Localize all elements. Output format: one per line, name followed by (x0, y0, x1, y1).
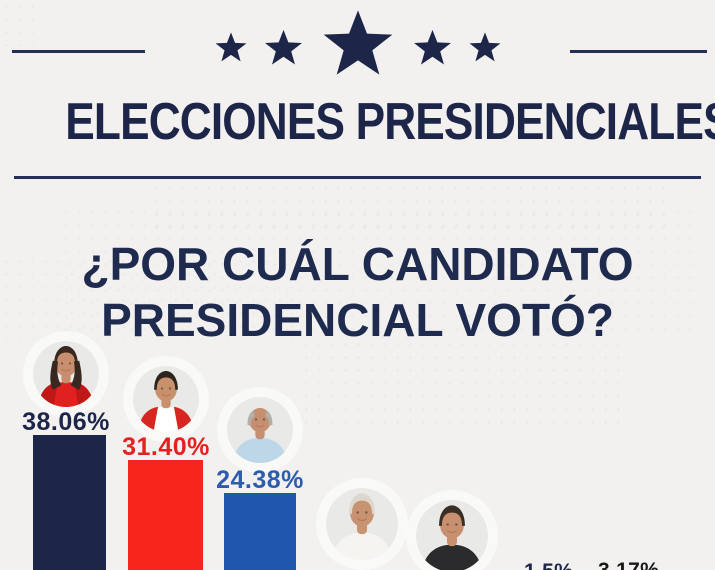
result-bar (224, 493, 296, 570)
star-icon-large (323, 10, 392, 75)
shirt (331, 532, 393, 560)
poll-question-line2: PRESIDENCIAL VOTÓ? (101, 294, 614, 347)
poll-question-line1: ¿POR CUÁL CANDIDATO (81, 238, 634, 290)
hair-cap (349, 493, 375, 514)
head (55, 351, 77, 377)
face-features (356, 511, 368, 522)
dot-texture-patch (300, 338, 630, 433)
candidate-avatar (33, 341, 99, 407)
percent-label: 24.38% (216, 466, 304, 494)
hair-ring (247, 410, 273, 427)
candidate-avatar (133, 366, 199, 432)
poll-question: ¿POR CUÁL CANDIDATO PRESIDENCIAL VOTÓ? (0, 236, 715, 348)
page-title: ELECCIONES PRESIDENCIALES HN (65, 93, 715, 151)
star-icon (469, 32, 500, 62)
face-features (254, 418, 266, 428)
head (440, 511, 464, 539)
header-rule-right (570, 50, 707, 53)
face-features (60, 362, 72, 372)
percent-label: 31.40% (122, 433, 210, 461)
shirt (421, 544, 483, 570)
dot-texture-patch (150, 182, 670, 234)
head (249, 407, 271, 433)
result-bar (33, 435, 106, 570)
face-features (446, 523, 458, 534)
percent-label: 38.06% (22, 408, 110, 436)
head (350, 499, 374, 527)
shirt (232, 437, 288, 463)
hair-cap (154, 370, 178, 390)
candidate-avatar (416, 500, 488, 570)
title-divider (14, 176, 701, 179)
head (155, 376, 177, 402)
hair-cap (439, 505, 465, 526)
candidate-avatar (326, 488, 398, 560)
cutoff-percent-label: 3.17% (598, 559, 659, 570)
header-rule-left (12, 50, 145, 53)
result-bar (128, 460, 203, 570)
hair-cap (54, 345, 78, 365)
hair-locks (50, 360, 82, 390)
star-icon (413, 29, 451, 64)
candidate-avatar (227, 397, 293, 463)
cutoff-percent-label: 1.5% (524, 560, 573, 570)
face-features (160, 387, 172, 397)
star-row (0, 6, 715, 90)
star-icon (264, 29, 302, 64)
star-icon (215, 32, 246, 62)
